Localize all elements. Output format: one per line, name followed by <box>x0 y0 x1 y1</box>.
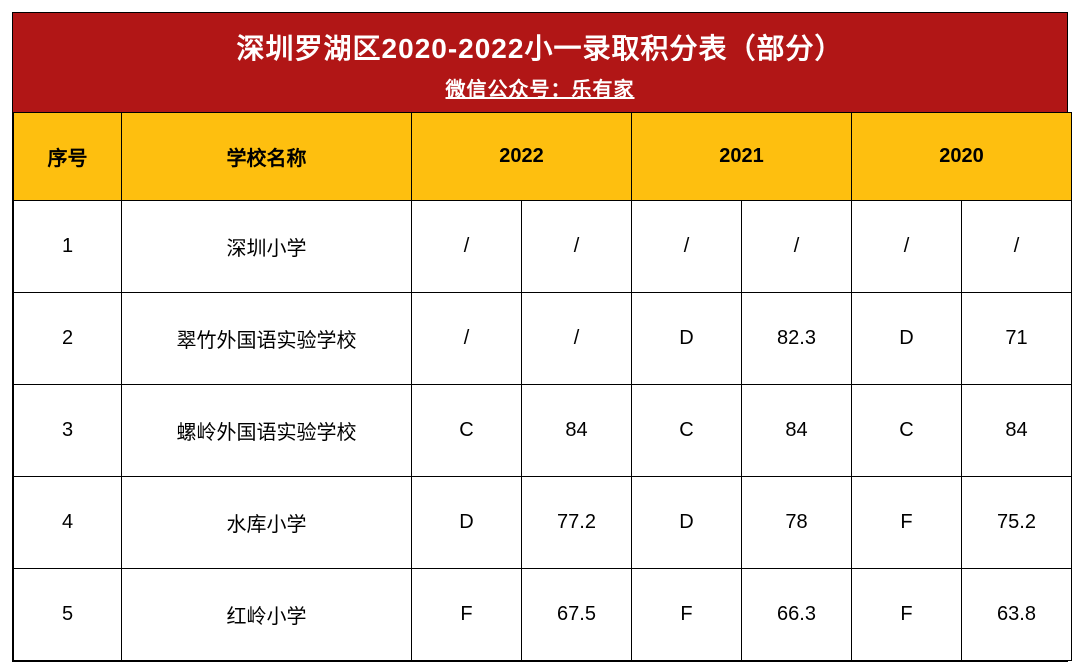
table-row: 2翠竹外国语实验学校//D82.3D71 <box>14 293 1072 385</box>
cell-2020b: 84 <box>962 385 1072 477</box>
table-row: 3螺岭外国语实验学校C84C84C84 <box>14 385 1072 477</box>
cell-2021b: 82.3 <box>742 293 852 385</box>
cell-2020a: C <box>852 385 962 477</box>
cell-idx: 3 <box>14 385 122 477</box>
col-name: 学校名称 <box>122 113 412 201</box>
cell-2021a: / <box>632 201 742 293</box>
cell-2020b: / <box>962 201 1072 293</box>
cell-2022b: / <box>522 201 632 293</box>
cell-2020a: / <box>852 201 962 293</box>
col-2020: 2020 <box>852 113 1072 201</box>
cell-2020a: F <box>852 569 962 661</box>
table-body: 1深圳小学//////2翠竹外国语实验学校//D82.3D713螺岭外国语实验学… <box>14 201 1072 661</box>
cell-2022a: D <box>412 477 522 569</box>
table-row: 5红岭小学F67.5F66.3F63.8 <box>14 569 1072 661</box>
cell-2022b: 84 <box>522 385 632 477</box>
cell-name: 水库小学 <box>122 477 412 569</box>
cell-idx: 2 <box>14 293 122 385</box>
cell-name: 红岭小学 <box>122 569 412 661</box>
table-frame: 深圳罗湖区2020-2022小一录取积分表（部分） 微信公众号：乐有家 序号 学… <box>12 12 1068 662</box>
cell-2022b: / <box>522 293 632 385</box>
cell-name: 螺岭外国语实验学校 <box>122 385 412 477</box>
cell-2020b: 75.2 <box>962 477 1072 569</box>
cell-2022a: / <box>412 201 522 293</box>
cell-2021a: D <box>632 293 742 385</box>
cell-2020a: D <box>852 293 962 385</box>
cell-2021b: 66.3 <box>742 569 852 661</box>
table-header: 序号 学校名称 2022 2021 2020 <box>14 113 1072 201</box>
cell-2020b: 63.8 <box>962 569 1072 661</box>
cell-name: 翠竹外国语实验学校 <box>122 293 412 385</box>
table-row: 1深圳小学////// <box>14 201 1072 293</box>
cell-2021a: D <box>632 477 742 569</box>
title-sub: 微信公众号：乐有家 <box>21 73 1059 102</box>
cell-2022b: 67.5 <box>522 569 632 661</box>
col-2022: 2022 <box>412 113 632 201</box>
cell-2021a: C <box>632 385 742 477</box>
cell-2020a: F <box>852 477 962 569</box>
cell-2021a: F <box>632 569 742 661</box>
cell-2021b: 78 <box>742 477 852 569</box>
col-2021: 2021 <box>632 113 852 201</box>
cell-2022a: C <box>412 385 522 477</box>
cell-idx: 1 <box>14 201 122 293</box>
title-main: 深圳罗湖区2020-2022小一录取积分表（部分） <box>21 27 1059 67</box>
score-table: 序号 学校名称 2022 2021 2020 1深圳小学//////2翠竹外国语… <box>13 112 1072 661</box>
cell-2020b: 71 <box>962 293 1072 385</box>
cell-2022a: F <box>412 569 522 661</box>
cell-2021b: 84 <box>742 385 852 477</box>
cell-2022b: 77.2 <box>522 477 632 569</box>
cell-2021b: / <box>742 201 852 293</box>
col-idx: 序号 <box>14 113 122 201</box>
cell-2022a: / <box>412 293 522 385</box>
title-bar: 深圳罗湖区2020-2022小一录取积分表（部分） 微信公众号：乐有家 <box>13 13 1067 112</box>
table-row: 4水库小学D77.2D78F75.2 <box>14 477 1072 569</box>
cell-name: 深圳小学 <box>122 201 412 293</box>
cell-idx: 4 <box>14 477 122 569</box>
cell-idx: 5 <box>14 569 122 661</box>
